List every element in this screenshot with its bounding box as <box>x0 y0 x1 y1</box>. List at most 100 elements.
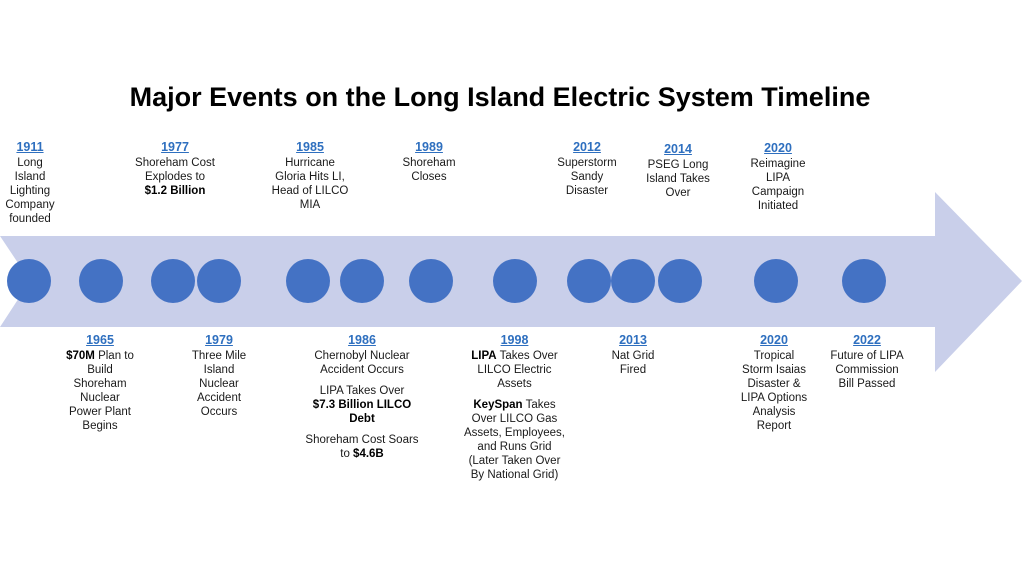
event-2013: 2013 Nat Grid Fired <box>578 333 688 377</box>
event-text: LIPA <box>765 172 791 184</box>
timeline-dot-1977 <box>151 259 195 303</box>
event-text: Closes <box>411 171 447 183</box>
event-text: Nuclear <box>80 392 120 404</box>
event-text: Nuclear <box>199 378 239 390</box>
event-year: 1998 <box>500 333 529 347</box>
event-highlight: Debt <box>349 413 375 425</box>
event-year: 2012 <box>573 140 601 154</box>
event-highlight: LIPA <box>471 350 497 362</box>
event-text: Power Plant <box>68 406 131 418</box>
event-text: Island <box>14 171 46 183</box>
event-1989: 1989 Shoreham Closes <box>374 140 484 184</box>
page-title: Major Events on the Long Island Electric… <box>129 82 871 112</box>
event-text: to <box>340 448 354 460</box>
event-year: 2014 <box>664 142 692 156</box>
event-text: Lighting <box>9 185 51 197</box>
event-1985: 1985 Hurricane Gloria Hits LI, Head of L… <box>255 140 365 212</box>
event-year: 1985 <box>296 140 324 154</box>
event-text: LILCO Electric <box>477 364 552 376</box>
event-1986: 1986 Chernobyl Nuclear Accident Occurs L… <box>297 333 427 461</box>
event-text: By National Grid) <box>470 469 559 481</box>
event-year: 1977 <box>161 140 189 154</box>
event-text: Three Mile <box>191 350 247 362</box>
event-highlight: $4.6B <box>353 448 384 460</box>
event-text: Takes <box>522 399 556 411</box>
event-text: PSEG Long <box>647 159 709 171</box>
event-text: Storm Isaias <box>742 364 806 376</box>
timeline-dot-2012 <box>567 259 611 303</box>
event-year: 1965 <box>86 333 114 347</box>
event-text: Takes Over <box>496 350 558 362</box>
event-highlight: KeySpan <box>473 399 523 411</box>
event-text: Explodes to <box>144 171 206 183</box>
event-text: Shoreham Cost <box>135 157 215 169</box>
event-year: 1986 <box>348 333 376 347</box>
event-1979: 1979 Three Mile Island Nuclear Accident … <box>164 333 274 419</box>
event-text: Plan to <box>94 350 134 362</box>
event-text: Commission <box>835 364 899 376</box>
timeline-dot-1965 <box>79 259 123 303</box>
event-text: Report <box>756 420 792 432</box>
event-text: Superstorm <box>557 157 617 169</box>
event-text: Begins <box>82 420 118 432</box>
event-text: Hurricane <box>285 157 335 169</box>
event-text: Gloria Hits LI, <box>275 171 345 183</box>
event-highlight: $1.2 Billion <box>144 185 206 197</box>
event-1911: 1911 Long Island Lighting Company founde… <box>0 140 85 226</box>
event-2020-bottom: 2020 Tropical Storm Isaias Disaster & LI… <box>719 333 829 433</box>
timeline-dot-1986 <box>340 259 384 303</box>
event-highlight: $70M <box>66 350 95 362</box>
timeline-dot-2014 <box>658 259 702 303</box>
event-text: Disaster <box>565 185 609 197</box>
event-text: Initiated <box>757 200 799 212</box>
event-text: Assets <box>497 378 532 390</box>
timeline-dot-2022 <box>842 259 886 303</box>
event-2012: 2012 Superstorm Sandy Disaster <box>532 140 642 198</box>
event-year: 1979 <box>205 333 233 347</box>
event-text: LIPA Takes Over <box>319 385 405 397</box>
event-text: Bill Passed <box>838 378 896 390</box>
event-year: 2013 <box>619 333 647 347</box>
timeline-dot-1985 <box>286 259 330 303</box>
event-text: Accident Occurs <box>320 364 404 376</box>
event-text: Assets, Employees, <box>464 427 565 439</box>
event-text: Disaster & <box>747 378 801 390</box>
event-1977: 1977 Shoreham Cost Explodes to $1.2 Bill… <box>120 140 230 198</box>
timeline-dot-1979 <box>197 259 241 303</box>
event-2014: 2014 PSEG Long Island Takes Over <box>623 142 733 200</box>
event-text: (Later Taken Over <box>468 455 561 467</box>
event-text: Over LILCO Gas <box>471 413 558 425</box>
event-text: Build <box>87 364 113 376</box>
event-highlight: $7.3 Billion LILCO <box>312 399 412 411</box>
event-text: Analysis <box>752 406 796 418</box>
event-text: Reimagine <box>750 158 806 170</box>
event-text: founded <box>9 213 51 225</box>
event-year: 2020 <box>760 333 788 347</box>
event-1965: 1965 $70M Plan to Build Shoreham Nuclear… <box>45 333 155 433</box>
event-text: Tropical <box>753 350 795 362</box>
timeline-dot-2020a <box>754 259 798 303</box>
event-text: LIPA Options <box>740 392 808 404</box>
event-text: Shoreham <box>402 157 456 169</box>
event-text: Head of LILCO <box>271 185 349 197</box>
event-text: Island <box>203 364 235 376</box>
event-text: Campaign <box>751 186 805 198</box>
event-text: Occurs <box>200 406 238 418</box>
event-year: 1911 <box>16 140 44 154</box>
timeline-dot-1911 <box>7 259 51 303</box>
event-text: Shoreham Cost Soars <box>305 434 419 446</box>
event-text: Over <box>665 187 691 199</box>
event-text: Long <box>17 157 43 169</box>
event-1998: 1998 LIPA Takes Over LILCO Electric Asse… <box>452 333 577 482</box>
event-year: 1989 <box>415 140 443 154</box>
event-text: Accident <box>196 392 242 404</box>
event-2022: 2022 Future of LIPA Commission Bill Pass… <box>808 333 926 391</box>
event-2020-top: 2020 Reimagine LIPA Campaign Initiated <box>723 141 833 213</box>
timeline-dot-1989 <box>409 259 453 303</box>
event-text: Chernobyl Nuclear <box>314 350 410 362</box>
event-text: Future of LIPA <box>830 350 904 362</box>
event-text: Nat Grid <box>611 350 655 362</box>
event-year: 2020 <box>764 141 792 155</box>
event-text: and Runs Grid <box>477 441 552 453</box>
timeline-dot-1998 <box>493 259 537 303</box>
